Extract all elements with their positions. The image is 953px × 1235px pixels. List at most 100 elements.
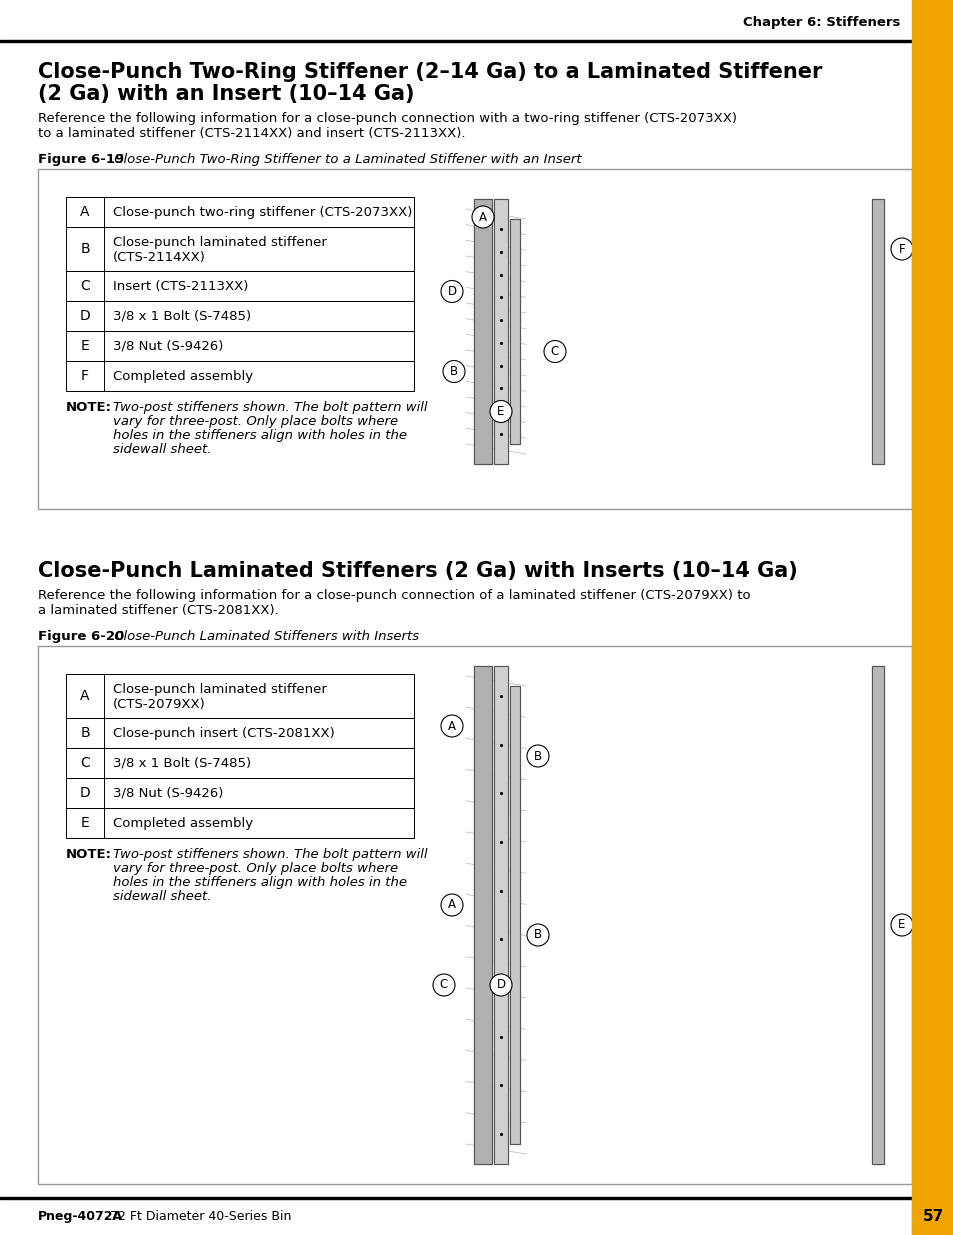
Text: Pneg-4072A: Pneg-4072A xyxy=(38,1210,123,1224)
Text: Two-post stiffeners shown. The bolt pattern will: Two-post stiffeners shown. The bolt patt… xyxy=(112,401,427,414)
Text: holes in the stiffeners align with holes in the: holes in the stiffeners align with holes… xyxy=(112,429,407,442)
Bar xyxy=(510,219,519,445)
Text: A: A xyxy=(478,210,486,224)
Text: sidewall sheet.: sidewall sheet. xyxy=(112,443,212,456)
Text: Close-punch two-ring stiffener (CTS-2073XX): Close-punch two-ring stiffener (CTS-2073… xyxy=(112,205,412,219)
Bar xyxy=(911,0,953,1235)
Circle shape xyxy=(490,974,512,995)
Bar xyxy=(911,1199,953,1235)
Text: Two-post stiffeners shown. The bolt pattern will: Two-post stiffeners shown. The bolt patt… xyxy=(112,848,427,861)
Bar xyxy=(871,199,883,464)
Text: (CTS-2079XX): (CTS-2079XX) xyxy=(112,698,206,710)
Text: E: E xyxy=(898,919,904,931)
Text: E: E xyxy=(497,405,504,417)
Text: to a laminated stiffener (CTS-2114XX) and insert (CTS-2113XX).: to a laminated stiffener (CTS-2114XX) an… xyxy=(38,127,465,140)
Bar xyxy=(66,718,414,748)
Text: B: B xyxy=(80,726,90,740)
Bar xyxy=(510,219,519,445)
Bar xyxy=(871,666,883,1165)
Circle shape xyxy=(442,361,464,383)
Bar xyxy=(510,685,519,1144)
Bar xyxy=(66,361,414,391)
Circle shape xyxy=(440,894,462,916)
Text: D: D xyxy=(79,785,91,800)
Text: C: C xyxy=(550,345,558,358)
Text: E: E xyxy=(81,816,90,830)
Circle shape xyxy=(526,924,548,946)
Circle shape xyxy=(543,341,565,363)
Text: B: B xyxy=(80,242,90,256)
Bar xyxy=(0,1198,911,1199)
Circle shape xyxy=(526,745,548,767)
Text: Chapter 6: Stiffeners: Chapter 6: Stiffeners xyxy=(741,16,899,28)
Text: F: F xyxy=(81,369,89,383)
Text: Close-Punch Laminated Stiffeners with Inserts: Close-Punch Laminated Stiffeners with In… xyxy=(110,630,418,643)
Bar xyxy=(474,199,492,464)
Text: D: D xyxy=(79,309,91,324)
Text: D: D xyxy=(447,285,456,298)
Circle shape xyxy=(433,974,455,995)
Text: E: E xyxy=(81,338,90,353)
Bar xyxy=(66,331,414,361)
Text: Close-Punch Two-Ring Stiffener to a Laminated Stiffener with an Insert: Close-Punch Two-Ring Stiffener to a Lami… xyxy=(110,153,581,165)
Bar xyxy=(66,270,414,301)
Text: NOTE:: NOTE: xyxy=(66,848,112,861)
Text: 72 Ft Diameter 40-Series Bin: 72 Ft Diameter 40-Series Bin xyxy=(106,1210,291,1224)
Circle shape xyxy=(440,280,462,303)
Bar xyxy=(871,666,883,1165)
Text: Close-Punch Two-Ring Stiffener (2–14 Ga) to a Laminated Stiffener: Close-Punch Two-Ring Stiffener (2–14 Ga)… xyxy=(38,62,821,82)
Text: a laminated stiffener (CTS-2081XX).: a laminated stiffener (CTS-2081XX). xyxy=(38,604,278,618)
Text: Reference the following information for a close-punch connection with a two-ring: Reference the following information for … xyxy=(38,112,737,125)
Text: C: C xyxy=(80,279,90,293)
Text: C: C xyxy=(80,756,90,769)
Circle shape xyxy=(890,238,912,261)
Text: Close-punch laminated stiffener: Close-punch laminated stiffener xyxy=(112,683,327,695)
Text: Figure 6-20: Figure 6-20 xyxy=(38,630,124,643)
Text: holes in the stiffeners align with holes in the: holes in the stiffeners align with holes… xyxy=(112,876,407,889)
Text: Close-punch laminated stiffener: Close-punch laminated stiffener xyxy=(112,236,327,248)
Text: A: A xyxy=(448,720,456,732)
Text: sidewall sheet.: sidewall sheet. xyxy=(112,890,212,903)
Text: (2 Ga) with an Insert (10–14 Ga): (2 Ga) with an Insert (10–14 Ga) xyxy=(38,84,414,104)
Text: Close-Punch Laminated Stiffeners (2 Ga) with Inserts (10–14 Ga): Close-Punch Laminated Stiffeners (2 Ga) … xyxy=(38,561,797,580)
Text: 3/8 x 1 Bolt (S-7485): 3/8 x 1 Bolt (S-7485) xyxy=(112,757,251,769)
Text: Completed assembly: Completed assembly xyxy=(112,369,253,383)
Bar xyxy=(474,666,492,1165)
Bar xyxy=(66,227,414,270)
Text: D: D xyxy=(496,978,505,992)
Text: vary for three-post. Only place bolts where: vary for three-post. Only place bolts wh… xyxy=(112,415,397,429)
Text: A: A xyxy=(80,205,90,219)
Bar xyxy=(510,685,519,1144)
Circle shape xyxy=(472,206,494,228)
Circle shape xyxy=(890,914,912,936)
Text: 3/8 Nut (S-9426): 3/8 Nut (S-9426) xyxy=(112,787,223,799)
Bar xyxy=(66,778,414,808)
Bar xyxy=(66,198,414,227)
Bar xyxy=(494,666,507,1165)
Text: C: C xyxy=(439,978,448,992)
Text: Figure 6-19: Figure 6-19 xyxy=(38,153,124,165)
Text: B: B xyxy=(534,750,541,762)
Bar xyxy=(474,199,492,464)
Text: NOTE:: NOTE: xyxy=(66,401,112,414)
Bar xyxy=(494,199,507,464)
Bar xyxy=(66,748,414,778)
Circle shape xyxy=(440,715,462,737)
Bar xyxy=(38,169,911,509)
Text: Reference the following information for a close-punch connection of a laminated : Reference the following information for … xyxy=(38,589,750,601)
Text: Completed assembly: Completed assembly xyxy=(112,816,253,830)
Bar xyxy=(66,808,414,839)
Text: Insert (CTS-2113XX): Insert (CTS-2113XX) xyxy=(112,279,248,293)
Text: Close-punch insert (CTS-2081XX): Close-punch insert (CTS-2081XX) xyxy=(112,726,335,740)
Circle shape xyxy=(490,400,512,422)
Text: (CTS-2114XX): (CTS-2114XX) xyxy=(112,251,206,263)
Text: 3/8 x 1 Bolt (S-7485): 3/8 x 1 Bolt (S-7485) xyxy=(112,310,251,322)
Text: B: B xyxy=(534,929,541,941)
Bar xyxy=(38,646,911,1184)
Bar xyxy=(871,199,883,464)
Bar xyxy=(0,40,911,42)
Text: A: A xyxy=(80,689,90,703)
Bar xyxy=(494,666,507,1165)
Bar xyxy=(474,666,492,1165)
Text: A: A xyxy=(448,899,456,911)
